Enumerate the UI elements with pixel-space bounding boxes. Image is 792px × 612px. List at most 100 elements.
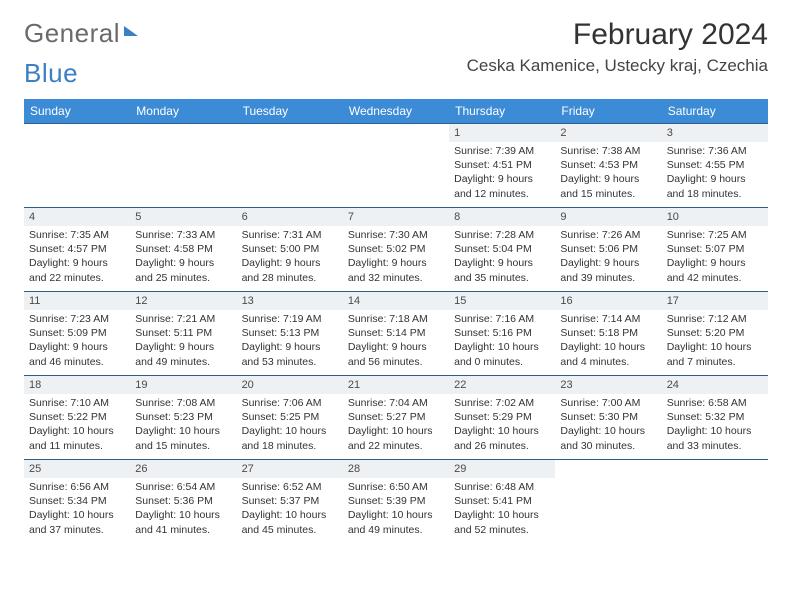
daylight-line: Daylight: 9 hours and 53 minutes. <box>242 340 338 368</box>
calendar-day-cell: 11Sunrise: 7:23 AMSunset: 5:09 PMDayligh… <box>24 292 130 376</box>
sunrise-line: Sunrise: 6:52 AM <box>242 480 338 494</box>
day-details: Sunrise: 7:28 AMSunset: 5:04 PMDaylight:… <box>449 226 555 289</box>
sunset-line: Sunset: 5:07 PM <box>667 242 763 256</box>
weekday-header: Tuesday <box>237 99 343 124</box>
day-number: 22 <box>449 376 555 394</box>
daylight-line: Daylight: 10 hours and 26 minutes. <box>454 424 550 452</box>
daylight-line: Daylight: 9 hours and 35 minutes. <box>454 256 550 284</box>
sunset-line: Sunset: 5:13 PM <box>242 326 338 340</box>
day-number: 11 <box>24 292 130 310</box>
sunset-line: Sunset: 5:16 PM <box>454 326 550 340</box>
daylight-line: Daylight: 10 hours and 49 minutes. <box>348 508 444 536</box>
day-details: Sunrise: 7:35 AMSunset: 4:57 PMDaylight:… <box>24 226 130 289</box>
daylight-line: Daylight: 10 hours and 45 minutes. <box>242 508 338 536</box>
calendar-empty-cell <box>130 124 236 208</box>
sunset-line: Sunset: 4:57 PM <box>29 242 125 256</box>
day-number: 14 <box>343 292 449 310</box>
sunrise-line: Sunrise: 6:48 AM <box>454 480 550 494</box>
day-number: 27 <box>237 460 343 478</box>
weekday-header: Sunday <box>24 99 130 124</box>
day-details: Sunrise: 7:33 AMSunset: 4:58 PMDaylight:… <box>130 226 236 289</box>
sunset-line: Sunset: 5:37 PM <box>242 494 338 508</box>
day-number: 5 <box>130 208 236 226</box>
calendar-day-cell: 28 Sunrise: 6:50 AMSunset: 5:39 PMDayligh… <box>343 460 449 544</box>
sunset-line: Sunset: 5:36 PM <box>135 494 231 508</box>
daylight-line: Daylight: 10 hours and 0 minutes. <box>454 340 550 368</box>
day-details: Sunrise: 6:58 AMSunset: 5:32 PMDaylight:… <box>662 394 768 457</box>
day-details: Sunrise: 7:23 AMSunset: 5:09 PMDaylight:… <box>24 310 130 373</box>
sunset-line: Sunset: 5:20 PM <box>667 326 763 340</box>
sunrise-line: Sunrise: 7:12 AM <box>667 312 763 326</box>
sunrise-line: Sunrise: 6:54 AM <box>135 480 231 494</box>
weekday-header: Wednesday <box>343 99 449 124</box>
calendar-day-cell: 23Sunrise: 7:00 AMSunset: 5:30 PMDayligh… <box>555 376 661 460</box>
day-details: Sunrise: 7:06 AMSunset: 5:25 PMDaylight:… <box>237 394 343 457</box>
daylight-line: Daylight: 10 hours and 37 minutes. <box>29 508 125 536</box>
day-details: Sunrise: 7:19 AMSunset: 5:13 PMDaylight:… <box>237 310 343 373</box>
calendar-day-cell: 1Sunrise: 7:39 AMSunset: 4:51 PMDaylight… <box>449 124 555 208</box>
sunset-line: Sunset: 4:51 PM <box>454 158 550 172</box>
day-details: Sunrise: 7:30 AMSunset: 5:02 PMDaylight:… <box>343 226 449 289</box>
calendar-day-cell: 24Sunrise: 6:58 AMSunset: 5:32 PMDayligh… <box>662 376 768 460</box>
sunset-line: Sunset: 5:22 PM <box>29 410 125 424</box>
calendar-day-cell: 12Sunrise: 7:21 AMSunset: 5:11 PMDayligh… <box>130 292 236 376</box>
calendar-day-cell: 20Sunrise: 7:06 AMSunset: 5:25 PMDayligh… <box>237 376 343 460</box>
sunset-line: Sunset: 5:32 PM <box>667 410 763 424</box>
day-number: 8 <box>449 208 555 226</box>
sunset-line: Sunset: 5:04 PM <box>454 242 550 256</box>
sunset-line: Sunset: 5:18 PM <box>560 326 656 340</box>
day-details: Sunrise: 7:08 AMSunset: 5:23 PMDaylight:… <box>130 394 236 457</box>
calendar-day-cell: 13Sunrise: 7:19 AMSunset: 5:13 PMDayligh… <box>237 292 343 376</box>
calendar-day-cell: 3Sunrise: 7:36 AMSunset: 4:55 PMDaylight… <box>662 124 768 208</box>
calendar-empty-cell <box>237 124 343 208</box>
day-details: Sunrise: 7:36 AMSunset: 4:55 PMDaylight:… <box>662 142 768 205</box>
day-number: 2 <box>555 124 661 142</box>
sunrise-line: Sunrise: 7:00 AM <box>560 396 656 410</box>
day-number: 13 <box>237 292 343 310</box>
day-number: 17 <box>662 292 768 310</box>
sunset-line: Sunset: 5:11 PM <box>135 326 231 340</box>
brand-logo: General <box>24 18 138 49</box>
calendar-day-cell: 8Sunrise: 7:28 AMSunset: 5:04 PMDaylight… <box>449 208 555 292</box>
day-details: Sunrise: 6:52 AMSunset: 5:37 PMDaylight:… <box>237 478 343 541</box>
sunset-line: Sunset: 5:39 PM <box>348 494 444 508</box>
calendar-day-cell: 9Sunrise: 7:26 AMSunset: 5:06 PMDaylight… <box>555 208 661 292</box>
sunrise-line: Sunrise: 7:14 AM <box>560 312 656 326</box>
calendar-day-cell: 6Sunrise: 7:31 AMSunset: 5:00 PMDaylight… <box>237 208 343 292</box>
weekday-row: SundayMondayTuesdayWednesdayThursdayFrid… <box>24 99 768 124</box>
sunset-line: Sunset: 5:25 PM <box>242 410 338 424</box>
daylight-line: Daylight: 10 hours and 22 minutes. <box>348 424 444 452</box>
day-number: 15 <box>449 292 555 310</box>
day-number: 16 <box>555 292 661 310</box>
daylight-line: Daylight: 9 hours and 49 minutes. <box>135 340 231 368</box>
calendar-week-row: 1Sunrise: 7:39 AMSunset: 4:51 PMDaylight… <box>24 124 768 208</box>
sunset-line: Sunset: 4:55 PM <box>667 158 763 172</box>
sunrise-line: Sunrise: 7:25 AM <box>667 228 763 242</box>
day-details: Sunrise: 7:18 AMSunset: 5:14 PMDaylight:… <box>343 310 449 373</box>
weekday-header: Friday <box>555 99 661 124</box>
day-details: Sunrise: 7:02 AMSunset: 5:29 PMDaylight:… <box>449 394 555 457</box>
sunrise-line: Sunrise: 6:50 AM <box>348 480 444 494</box>
month-title: February 2024 <box>467 18 768 52</box>
day-details: Sunrise: 7:31 AMSunset: 5:00 PMDaylight:… <box>237 226 343 289</box>
day-number: 28 <box>343 460 449 478</box>
weekday-header: Thursday <box>449 99 555 124</box>
location-line: Ceska Kamenice, Ustecky kraj, Czechia <box>467 56 768 76</box>
day-number: 18 <box>24 376 130 394</box>
day-number: 20 <box>237 376 343 394</box>
daylight-line: Daylight: 9 hours and 15 minutes. <box>560 172 656 200</box>
daylight-line: Daylight: 9 hours and 22 minutes. <box>29 256 125 284</box>
calendar-week-row: 11Sunrise: 7:23 AMSunset: 5:09 PMDayligh… <box>24 292 768 376</box>
sunrise-line: Sunrise: 7:26 AM <box>560 228 656 242</box>
sunrise-line: Sunrise: 7:02 AM <box>454 396 550 410</box>
day-number: 10 <box>662 208 768 226</box>
sunrise-line: Sunrise: 7:08 AM <box>135 396 231 410</box>
calendar-day-cell: 10Sunrise: 7:25 AMSunset: 5:07 PMDayligh… <box>662 208 768 292</box>
daylight-line: Daylight: 10 hours and 52 minutes. <box>454 508 550 536</box>
calendar-day-cell: 27Sunrise: 6:52 AMSunset: 5:37 PMDayligh… <box>237 460 343 544</box>
sunset-line: Sunset: 5:02 PM <box>348 242 444 256</box>
weekday-header: Monday <box>130 99 236 124</box>
calendar-day-cell: 17Sunrise: 7:12 AMSunset: 5:20 PMDayligh… <box>662 292 768 376</box>
sunset-line: Sunset: 5:41 PM <box>454 494 550 508</box>
daylight-line: Daylight: 9 hours and 32 minutes. <box>348 256 444 284</box>
